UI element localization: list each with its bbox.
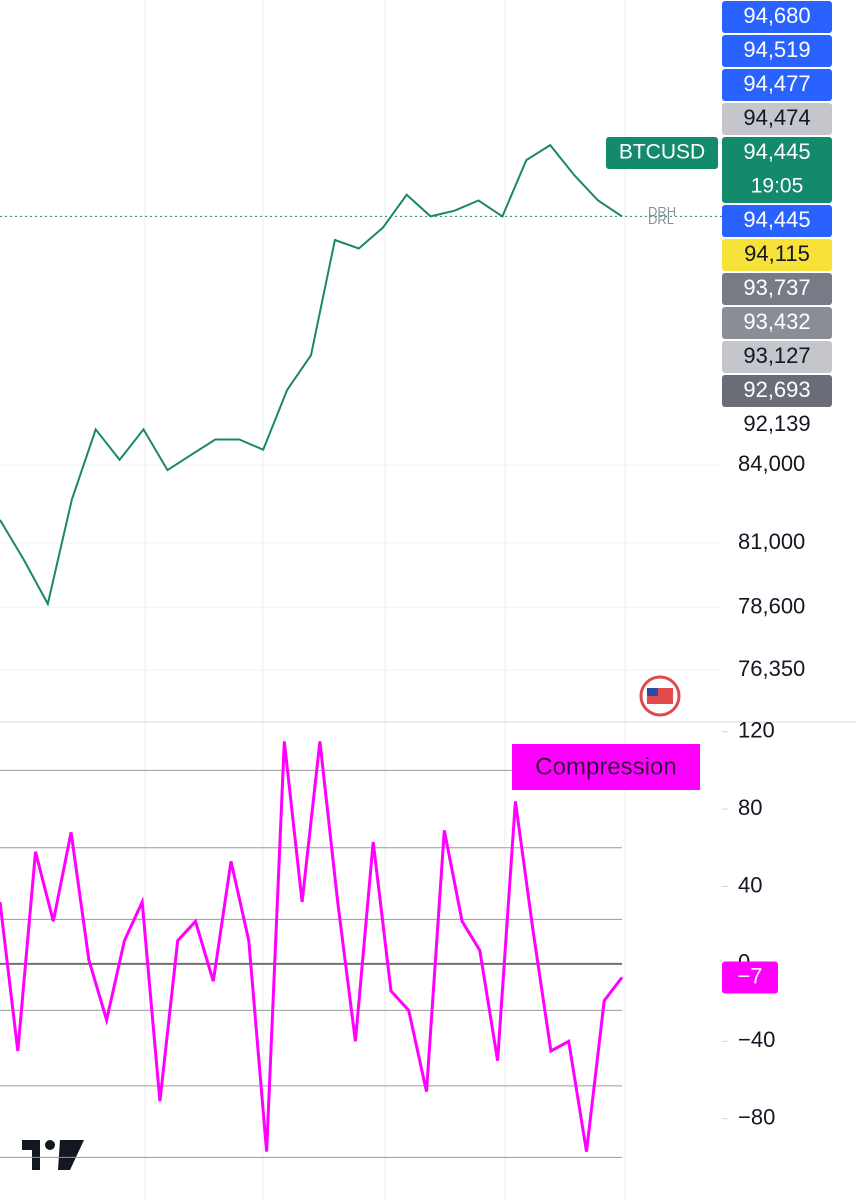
- price-tag: [722, 137, 832, 203]
- tv-logo: [22, 1140, 84, 1170]
- price-tag-label: 94,680: [743, 3, 810, 28]
- price-tag-label: 93,127: [743, 343, 810, 368]
- price-tag-label: 94,115: [744, 241, 810, 266]
- price-tag-label: 94,445: [743, 207, 810, 232]
- price-tag: [722, 307, 832, 339]
- oscillator-line: [0, 741, 624, 1152]
- symbol-label: BTCUSD: [619, 141, 705, 164]
- annotation: Compression: [535, 753, 676, 780]
- y-tick-label: 76,350: [738, 656, 805, 681]
- price-tag-label: 93,737: [743, 275, 810, 300]
- annotation-box: [512, 744, 700, 790]
- logo-part: [45, 1140, 55, 1150]
- flag-icon: [639, 675, 681, 717]
- price-tag-time: 19:05: [751, 175, 804, 198]
- price-tag-label: 94,474: [743, 105, 810, 130]
- vertical-grid: [144, 0, 626, 1200]
- price-tag: [722, 273, 832, 305]
- flag-canton: [647, 688, 658, 696]
- price-tag: [722, 375, 832, 407]
- logo-part: [58, 1140, 84, 1170]
- price-line: [0, 143, 623, 607]
- price-tag: [722, 239, 832, 271]
- price-tag-label: 92,693: [743, 377, 810, 402]
- logo-part: [22, 1140, 40, 1170]
- symbol-tag: [606, 137, 718, 169]
- price-tag: [722, 103, 832, 135]
- price-tag-label: 93,432: [743, 309, 810, 334]
- price-tag: [722, 409, 832, 441]
- y-tick-label: 120: [738, 717, 775, 742]
- y-tick-label: 78,600: [738, 594, 805, 619]
- price-tag: [722, 35, 832, 67]
- y-tick-label: 80: [738, 795, 762, 820]
- price-tag: [722, 341, 832, 373]
- y-tick-label: −40: [738, 1027, 775, 1052]
- y-tick-label: 84,000: [738, 451, 805, 476]
- price-tag-label: 94,519: [743, 37, 810, 62]
- level-label: DRH: [648, 204, 676, 219]
- y-tick-label: −80: [738, 1105, 775, 1130]
- level-label: DRL: [648, 212, 674, 227]
- price-tag-label: 92,139: [743, 411, 810, 436]
- value-label: −7: [737, 963, 762, 988]
- price-tag: [722, 69, 832, 101]
- y-tick-label: 40: [738, 872, 762, 897]
- price-tag-label: 94,445: [743, 139, 810, 164]
- y-tick-label: 81,000: [738, 529, 805, 554]
- price-tag: [722, 205, 832, 237]
- price-tag: [722, 1, 832, 33]
- value-badge: [722, 961, 778, 994]
- price-tag-label: 94,477: [743, 71, 810, 96]
